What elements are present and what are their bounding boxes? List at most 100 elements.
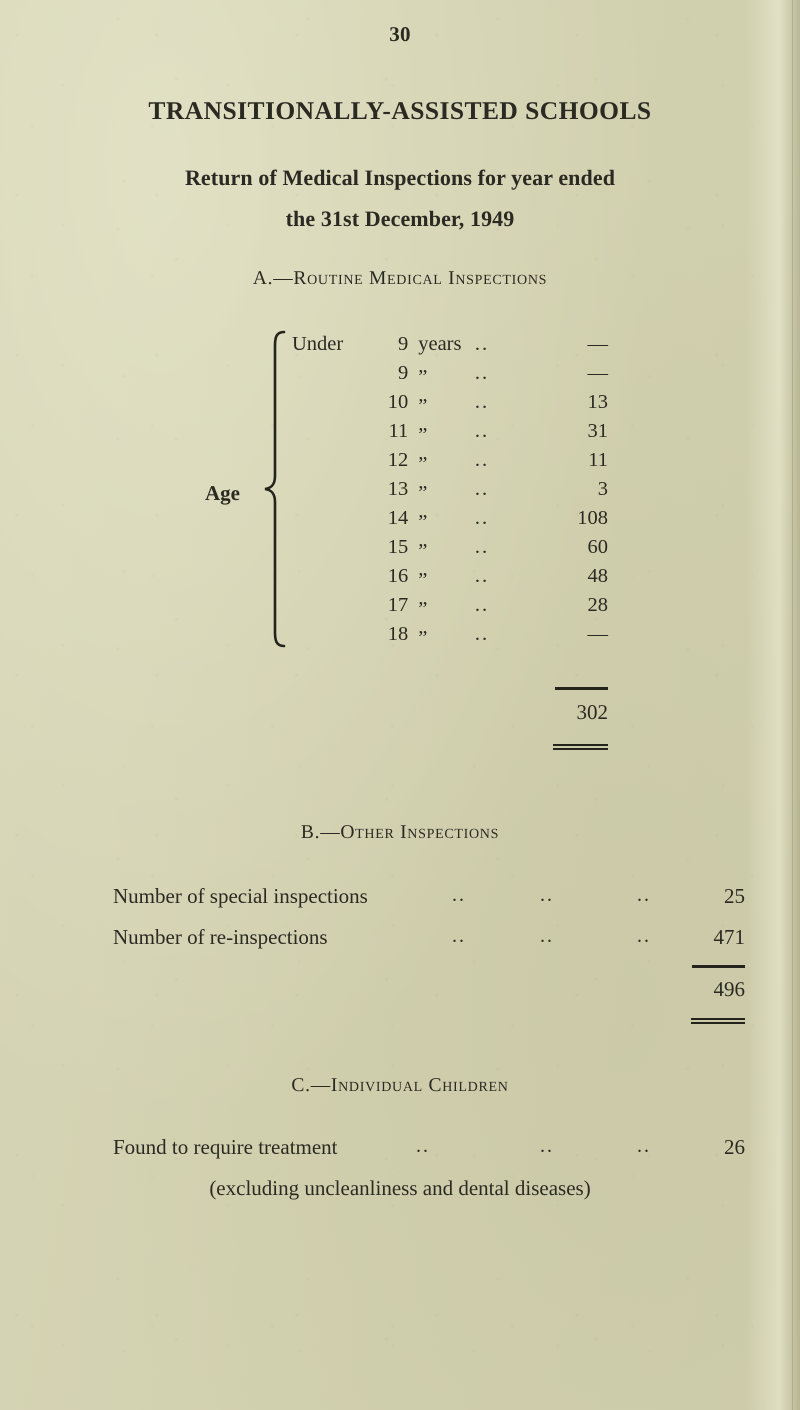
subtitle-line-1: Return of Medical Inspections for year e…: [184, 165, 616, 190]
row-leader: ..: [474, 507, 490, 529]
row-prefix: [292, 446, 373, 475]
ditto-mark: ”: [418, 627, 428, 649]
row-unit: years: [418, 333, 462, 355]
row-unit: ”: [418, 475, 475, 504]
row-leader: ..: [474, 362, 490, 384]
total-rule-below-a-1: [553, 744, 608, 746]
row-value: —: [587, 623, 609, 645]
row-leader: ..: [474, 594, 490, 616]
row-age: 17: [387, 594, 409, 616]
row-unit: ”: [418, 446, 475, 475]
row-age: 13: [387, 478, 409, 500]
b-row-2-leader-2: ..: [540, 925, 554, 947]
row-value: 31: [587, 420, 609, 442]
table-row: 12 ” .. 11: [292, 446, 612, 475]
row-age: 9: [397, 362, 409, 384]
routine-inspections-table: Under 9 years .. — 9 ” .. — 10 ” .. 13: [292, 330, 612, 649]
ditto-mark: ”: [418, 569, 428, 591]
subtitle-line-2: the 31st December, 1949: [285, 206, 515, 231]
table-row: 16 ” .. 48: [292, 562, 612, 591]
row-value: 13: [587, 391, 609, 413]
table-row: 10 ” .. 13: [292, 388, 612, 417]
table-row: Under 9 years .. —: [292, 330, 612, 359]
list-item: Found to require treatment .. .. .. 26: [113, 1135, 745, 1160]
row-prefix: [292, 620, 373, 649]
row-unit: ”: [418, 388, 475, 417]
section-b-total: 496: [713, 977, 746, 1001]
total-rule-above-a: [555, 687, 608, 690]
list-item: Number of re-inspections .. .. .. 471: [113, 925, 745, 950]
total-rule-below-b-2: [691, 1022, 745, 1024]
row-leader: ..: [474, 565, 490, 587]
row-prefix: [292, 562, 373, 591]
row-unit: ”: [418, 359, 475, 388]
b-row-2-value: 471: [713, 925, 746, 949]
row-prefix: [292, 504, 373, 533]
row-leader: ..: [474, 478, 490, 500]
row-age: 16: [387, 565, 409, 587]
row-age: 12: [387, 449, 409, 471]
section-heading-b: B.—Other Inspections: [300, 822, 500, 843]
row-unit: ”: [418, 620, 475, 649]
row-prefix: [292, 388, 373, 417]
ditto-mark: ”: [418, 511, 428, 533]
section-a-total: 302: [576, 700, 609, 724]
total-rule-below-b-1: [691, 1018, 745, 1020]
row-age: 18: [387, 623, 409, 645]
ditto-mark: ”: [418, 598, 428, 620]
age-brace-icon: [264, 330, 286, 648]
c-row-1-label: Found to require treatment: [113, 1135, 338, 1159]
c-row-1-leader-3: ..: [637, 1135, 651, 1157]
ditto-mark: ”: [418, 540, 428, 562]
row-value: 11: [588, 449, 608, 471]
row-prefix: [292, 591, 373, 620]
row-leader: ..: [474, 623, 490, 645]
row-unit: ”: [418, 504, 475, 533]
table-row: 11 ” .. 31: [292, 417, 612, 446]
page-title: TRANSITIONALLY-ASSISTED SCHOOLS: [148, 96, 652, 125]
table-row: 18 ” .. —: [292, 620, 612, 649]
table-row: 9 ” .. —: [292, 359, 612, 388]
row-age: 11: [388, 420, 409, 442]
row-value: 48: [587, 565, 609, 587]
table-row: 13 ” .. 3: [292, 475, 612, 504]
b-row-1-value: 25: [724, 884, 745, 908]
c-row-1-leader-2: ..: [540, 1135, 554, 1157]
row-value: —: [587, 333, 609, 355]
c-row-1-value: 26: [724, 1135, 745, 1159]
section-heading-c: C.—Individual Children: [291, 1075, 509, 1096]
row-age: 10: [387, 391, 409, 413]
table-row: 15 ” .. 60: [292, 533, 612, 562]
section-heading-a: A.—Routine Medical Inspections: [252, 268, 548, 289]
b-row-1-leader-2: ..: [540, 884, 554, 906]
row-leader: ..: [474, 536, 490, 558]
row-value: —: [587, 362, 609, 384]
row-prefix: [292, 417, 373, 446]
b-row-2-label: Number of re-inspections: [113, 925, 328, 949]
ditto-mark: ”: [418, 424, 428, 446]
ditto-mark: ”: [418, 366, 428, 388]
routine-inspections-table-body: Under 9 years .. — 9 ” .. — 10 ” .. 13: [292, 330, 612, 649]
row-age: 14: [387, 507, 409, 529]
row-prefix: Under: [292, 333, 344, 355]
b-row-1-label: Number of special inspections: [113, 884, 368, 908]
row-age: 15: [387, 536, 409, 558]
page-number: 30: [389, 22, 411, 46]
row-prefix: [292, 475, 373, 504]
row-leader: ..: [474, 333, 490, 355]
ditto-mark: ”: [418, 482, 428, 504]
ditto-mark: ”: [418, 395, 428, 417]
section-c-note: (excluding uncleanliness and dental dise…: [209, 1176, 591, 1200]
row-prefix: [292, 533, 373, 562]
row-unit: ”: [418, 591, 475, 620]
total-rule-below-a-2: [553, 748, 608, 750]
b-row-2-leader-1: ..: [452, 925, 466, 947]
table-row: 14 ” .. 108: [292, 504, 612, 533]
row-leader: ..: [474, 449, 490, 471]
b-row-2-leader-3: ..: [637, 925, 651, 947]
b-row-1-leader-1: ..: [452, 884, 466, 906]
row-age: 9: [397, 333, 409, 355]
row-leader: ..: [474, 420, 490, 442]
b-row-1-leader-3: ..: [637, 884, 651, 906]
